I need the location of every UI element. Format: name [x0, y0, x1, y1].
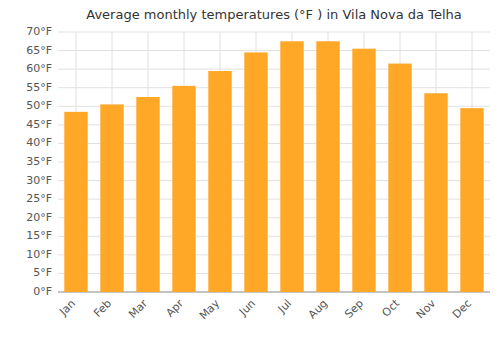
bar: [172, 86, 195, 292]
y-tick-label: 65°F: [26, 44, 52, 57]
y-tick-label: 50°F: [26, 99, 52, 112]
bar: [388, 64, 411, 292]
bar: [316, 41, 339, 292]
bar: [136, 97, 159, 292]
chart-svg: 0°F 5°F 10°F 15°F 20°F 25°F 30°F 35°F 40°F 45°F 50…: [0, 0, 500, 350]
bar: [352, 49, 375, 292]
bars: [64, 41, 483, 292]
y-tick-label: 15°F: [26, 229, 52, 242]
y-grid-line: [58, 87, 490, 88]
y-tick-label: 35°F: [26, 155, 52, 168]
x-tick-label: Apr: [163, 297, 186, 320]
bar: [280, 41, 303, 292]
y-grid-line: [58, 32, 490, 33]
x-tick-label: Jun: [236, 297, 258, 319]
x-tick-label: Mar: [126, 297, 150, 321]
grid: [58, 32, 490, 292]
x-tick-label: Oct: [379, 296, 402, 319]
chart-container: 0°F 5°F 10°F 15°F 20°F 25°F 30°F 35°F 40°F 45°F 50…: [0, 0, 500, 350]
title: Average monthly temperatures (°F ) in Vi…: [86, 7, 461, 22]
x-tick-label: Nov: [414, 297, 439, 322]
y-axis: 0°F 5°F 10°F 15°F 20°F 25°F 30°F 35°F 40°F 45°F 50…: [26, 25, 52, 298]
y-tick-label: 0°F: [33, 285, 52, 298]
x-tick-label: Jan: [56, 297, 78, 319]
y-tick-label: 10°F: [26, 248, 52, 261]
y-tick-label: 60°F: [26, 62, 52, 75]
x-tick-label: Aug: [306, 297, 330, 321]
bar: [64, 112, 87, 292]
bar: [460, 108, 483, 292]
x-tick-label: Jul: [275, 297, 294, 316]
bar: [244, 52, 267, 292]
bar: [424, 93, 447, 292]
bar: [100, 104, 123, 292]
y-tick-label: 40°F: [26, 136, 52, 149]
y-grid-line: [58, 50, 490, 51]
y-tick-label: 70°F: [26, 25, 52, 38]
y-tick-label: 30°F: [26, 174, 52, 187]
y-tick-label: 20°F: [26, 211, 52, 224]
y-tick-label: 25°F: [26, 192, 52, 205]
y-grid-line: [58, 69, 490, 70]
x-tick-label: May: [197, 297, 223, 323]
x-tick-label: Sep: [342, 297, 366, 321]
y-tick-label: 55°F: [26, 81, 52, 94]
y-tick-label: 45°F: [26, 118, 52, 131]
x-tick-label: Dec: [450, 297, 474, 321]
bar: [208, 71, 231, 292]
x-tick-label: Feb: [91, 297, 114, 320]
x-axis: Jan Feb Mar Apr May Jun Jul Aug Sep Oct Nov Dec: [56, 292, 490, 322]
y-tick-label: 5°F: [33, 266, 52, 279]
